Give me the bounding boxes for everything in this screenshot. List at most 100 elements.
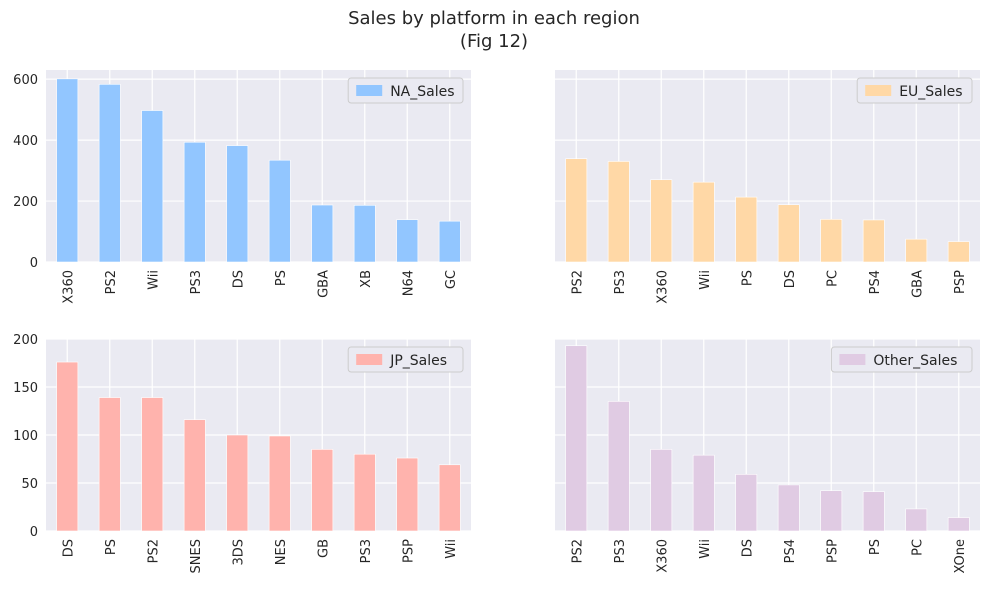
x-tick-label: DS	[61, 539, 76, 557]
x-tick-label: DS	[740, 539, 755, 557]
bar-snes	[184, 420, 205, 531]
x-tick-label: PS2	[104, 270, 119, 294]
x-tick-label: XOne	[953, 539, 968, 574]
x-tick-label: N64	[401, 270, 416, 296]
bar-x360	[651, 449, 672, 531]
chart-panel-eu-sales: PS2 PS3 X360 Wii PS DS PC PS4 GBA PSP EU_Sales	[555, 70, 980, 304]
y-tick-label: 50	[21, 477, 38, 492]
bar-ps	[736, 197, 757, 262]
y-tick-label: 200	[13, 195, 38, 210]
y-tick-label: 0	[30, 256, 38, 271]
legend-label: JP_Sales	[389, 353, 447, 369]
bar-ps3	[354, 454, 375, 531]
bar-ds	[57, 362, 78, 531]
x-tick-label: PS3	[189, 270, 204, 294]
x-tick-label: PS3	[613, 539, 628, 563]
x-tick-label: Wii	[444, 539, 459, 559]
x-tick-label: SNES	[189, 539, 204, 573]
bar-pc	[821, 219, 842, 262]
chart-panel-jp-sales: DS PS PS2 SNES 3DS NES GB PS3 PSP Wii 0 50 100 150 200…	[13, 333, 471, 573]
bar-ps4	[863, 220, 884, 262]
bar-nes	[269, 436, 290, 531]
x-tick-label: GBA	[316, 270, 331, 298]
bar-gb	[312, 449, 333, 531]
legend-label: NA_Sales	[390, 84, 454, 100]
x-tick-label: PS3	[359, 539, 374, 563]
legend: NA_Sales	[348, 78, 463, 103]
y-tick-label: 600	[13, 73, 38, 88]
x-tick-label: PS3	[613, 270, 628, 294]
bar-ps	[269, 160, 290, 262]
bar-ps2	[566, 159, 587, 262]
x-tick-label: PS	[104, 539, 119, 555]
legend: EU_Sales	[857, 78, 972, 103]
x-tick-label: PS4	[783, 539, 798, 563]
bar-x360	[651, 180, 672, 262]
y-tick-label: 100	[13, 429, 38, 444]
bar-ps2	[566, 346, 587, 531]
y-tick-label: 0	[30, 525, 38, 540]
x-tick-label: PS2	[570, 270, 585, 294]
y-tick-label: 200	[13, 333, 38, 348]
x-tick-label: X360	[655, 270, 670, 304]
x-tick-label: GBA	[910, 270, 925, 298]
bar-ps3	[184, 142, 205, 262]
legend-swatch	[356, 354, 382, 365]
x-tick-label: PS2	[146, 539, 161, 563]
legend: JP_Sales	[348, 347, 463, 372]
x-tick-label: DS	[783, 270, 798, 288]
x-tick-label: XB	[359, 270, 374, 288]
bar-ps2	[142, 398, 163, 531]
x-tick-label: PSP	[825, 539, 840, 563]
bar-xb	[354, 205, 375, 262]
bar-ds	[778, 205, 799, 262]
bar-pc	[906, 509, 927, 531]
bar-wii	[142, 111, 163, 262]
bar-psp	[948, 242, 969, 262]
bar-ps4	[778, 485, 799, 531]
x-tick-label: PC	[910, 539, 925, 556]
x-tick-label: Wii	[698, 270, 713, 290]
x-tick-label: GC	[444, 270, 459, 289]
legend-label: EU_Sales	[899, 84, 962, 100]
bar-ps3	[608, 401, 629, 531]
x-tick-label: PS2	[570, 539, 585, 563]
x-tick-label: X360	[655, 539, 670, 573]
bar-gba	[906, 239, 927, 262]
bar-n64	[397, 220, 418, 262]
bar-gc	[439, 221, 460, 262]
bar-wii	[439, 465, 460, 531]
bar-psp	[397, 458, 418, 531]
legend: Other_Sales	[831, 347, 972, 372]
x-tick-label: X360	[61, 270, 76, 304]
bar-x360	[57, 79, 78, 262]
x-tick-label: PS	[868, 539, 883, 555]
bar-xone	[948, 518, 969, 531]
bar-ps2	[99, 84, 120, 262]
x-tick-label: Wii	[698, 539, 713, 559]
chart-panel-na-sales: X360 PS2 Wii PS3 DS PS GBA XB N64 GC 0 200 400 600 NA_…	[13, 70, 471, 304]
chart-panel-other-sales: PS2 PS3 X360 Wii DS PS4 PSP PS PC XOne Other_Sales	[555, 339, 980, 574]
legend-label: Other_Sales	[873, 353, 957, 369]
y-tick-label: 400	[13, 134, 38, 149]
legend-swatch	[839, 354, 865, 365]
y-tick-label: 150	[13, 381, 38, 396]
bar-ps3	[608, 161, 629, 262]
bar-ps	[863, 492, 884, 531]
bar-wii	[693, 455, 714, 531]
bar-ps	[99, 398, 120, 531]
x-tick-label: PS	[740, 270, 755, 286]
x-tick-label: NES	[274, 539, 289, 565]
bar-wii	[693, 182, 714, 262]
x-tick-label: PS	[274, 270, 289, 286]
bar-gba	[312, 205, 333, 262]
bar-ds	[227, 146, 248, 262]
x-tick-label: GB	[316, 539, 331, 558]
legend-swatch	[865, 85, 891, 96]
x-tick-label: PSP	[401, 539, 416, 563]
x-tick-label: PS4	[868, 270, 883, 294]
x-tick-label: 3DS	[231, 539, 246, 566]
x-tick-label: PSP	[953, 270, 968, 294]
